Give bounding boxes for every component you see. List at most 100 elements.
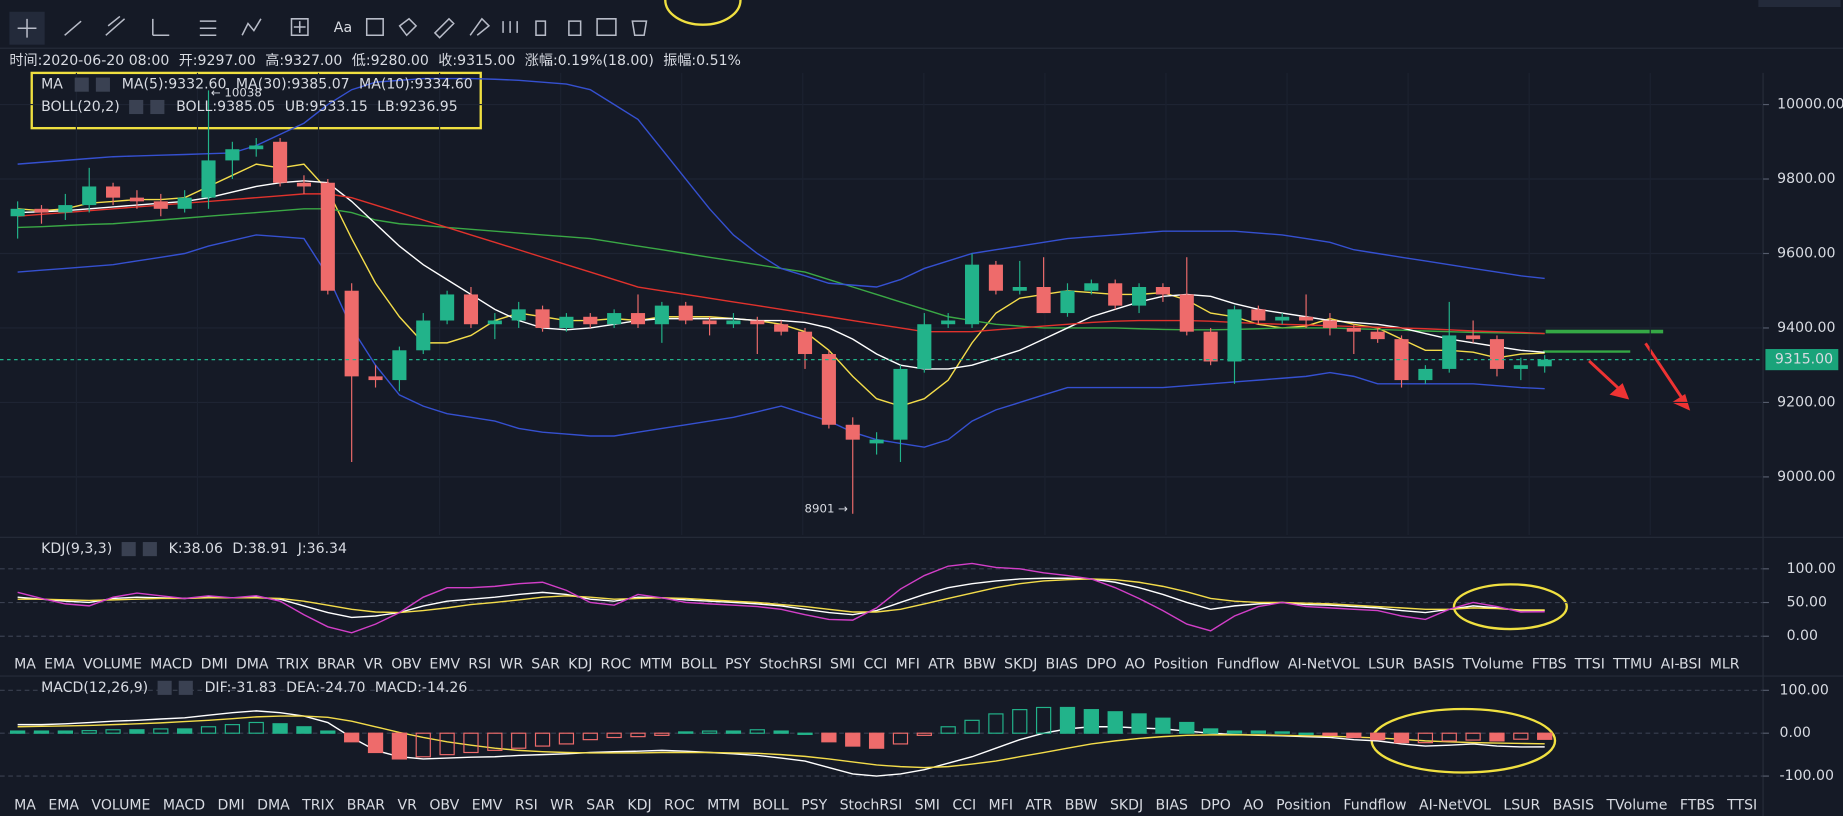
settings-icon[interactable]: [121, 542, 136, 557]
indicator-tab[interactable]: TTMU: [1612, 656, 1652, 672]
indicator-tab[interactable]: ROC: [601, 656, 632, 672]
indicator-tab[interactable]: MA: [14, 797, 36, 813]
candle-body: [678, 305, 693, 321]
indicator-tab[interactable]: StochRSI: [759, 656, 822, 672]
indicator-tab[interactable]: SMI: [915, 797, 940, 813]
candle-body: [1537, 359, 1552, 367]
close-icon[interactable]: [150, 99, 165, 115]
candle-body: [273, 141, 288, 183]
legend-entry: UB:9533.15: [285, 99, 368, 115]
indicator-tab[interactable]: EMA: [48, 797, 79, 813]
indicator-tab[interactable]: DMA: [236, 656, 269, 672]
indicator-tab[interactable]: BRAR: [317, 656, 356, 672]
macd-bar: [1155, 717, 1171, 734]
indicator-tab[interactable]: MA: [14, 656, 36, 672]
macd-bar: [558, 732, 575, 745]
indicator-tab[interactable]: TTSI: [1726, 797, 1757, 813]
indicator-tab[interactable]: SAR: [586, 797, 615, 813]
indicator-tab[interactable]: ROC: [664, 797, 695, 813]
indicator-tab[interactable]: TRIX: [276, 656, 310, 672]
indicator-tab[interactable]: ATR: [1025, 797, 1052, 813]
macd-bar: [1250, 730, 1267, 734]
indicator-tab[interactable]: MFI: [895, 656, 919, 672]
indicator-tab[interactable]: DPO: [1200, 797, 1230, 813]
close-icon[interactable]: [95, 77, 110, 92]
indicator-tab[interactable]: AO: [1243, 797, 1263, 813]
macd-bar: [797, 732, 813, 735]
close-icon[interactable]: [142, 542, 157, 557]
drawing-tools[interactable]: [64, 15, 309, 37]
indicator-tab[interactable]: MFI: [989, 797, 1013, 813]
indicator-tab[interactable]: DPO: [1086, 656, 1116, 672]
indicator-tab[interactable]: EMV: [472, 797, 503, 813]
indicator-tab[interactable]: RSI: [468, 656, 491, 672]
indicator-tab[interactable]: ATR: [928, 656, 955, 672]
indicator-tab[interactable]: BRAR: [347, 797, 386, 813]
indicator-tab[interactable]: BIAS: [1156, 797, 1188, 813]
macd-bar: [1417, 732, 1434, 744]
indicator-tab[interactable]: TTSI: [1574, 656, 1605, 672]
indicator-tab[interactable]: SKDJ: [1004, 656, 1037, 672]
indicator-tab[interactable]: BASIS: [1553, 797, 1594, 813]
indicator-tab[interactable]: StochRSI: [840, 797, 903, 813]
indicator-tab[interactable]: OBV: [429, 797, 459, 813]
indicator-tab[interactable]: TVolume: [1462, 656, 1524, 672]
tool-icons[interactable]: [365, 17, 648, 39]
indicator-tab[interactable]: CCI: [863, 656, 887, 672]
indicator-tab[interactable]: KDJ: [568, 656, 592, 672]
indicator-tab[interactable]: AI-NetVOL: [1419, 797, 1491, 813]
font-tool[interactable]: Aa: [334, 20, 352, 36]
indicator-tab[interactable]: KDJ: [627, 797, 651, 813]
indicator-tab[interactable]: BBW: [1065, 797, 1098, 813]
indicator-tab[interactable]: VR: [398, 797, 418, 813]
indicator-tab[interactable]: WR: [550, 797, 574, 813]
indicator-tab[interactable]: FTBS: [1532, 656, 1567, 672]
indicator-tab[interactable]: PSY: [725, 656, 751, 672]
indicator-tab[interactable]: AI-NetVOL: [1288, 656, 1360, 672]
label: MACD(12,26,9): [41, 680, 148, 696]
indicator-tab[interactable]: BOLL: [681, 656, 717, 672]
indicator-tab[interactable]: OBV: [391, 656, 421, 672]
indicator-tab[interactable]: BOLL: [753, 797, 789, 813]
settings-icon[interactable]: [157, 680, 172, 695]
indicator-tab[interactable]: SMI: [830, 656, 855, 672]
indicator-tab[interactable]: DMI: [218, 797, 245, 813]
indicator-tab[interactable]: MTM: [707, 797, 740, 813]
settings-icon[interactable]: [129, 99, 144, 115]
indicator-tab[interactable]: LSUR: [1503, 797, 1540, 813]
indicator-tab[interactable]: VOLUME: [83, 656, 142, 672]
settings-icon[interactable]: [74, 77, 89, 92]
indicator-tab[interactable]: FTBS: [1680, 797, 1715, 813]
indicator-tab[interactable]: BASIS: [1413, 656, 1454, 672]
indicator-tab[interactable]: CCI: [952, 797, 976, 813]
close-icon[interactable]: [178, 680, 193, 695]
indicator-tab[interactable]: AO: [1125, 656, 1145, 672]
indicator-tab[interactable]: MTM: [639, 656, 672, 672]
indicator-tab[interactable]: TVolume: [1605, 797, 1667, 813]
indicator-tab[interactable]: PSY: [801, 797, 827, 813]
indicator-tab[interactable]: VOLUME: [91, 797, 150, 813]
indicator-tab[interactable]: SAR: [531, 656, 560, 672]
indicator-tab[interactable]: TRIX: [301, 797, 335, 813]
indicator-tab[interactable]: DMA: [257, 797, 290, 813]
indicator-tab[interactable]: Position: [1153, 656, 1208, 672]
indicator-tab[interactable]: EMV: [429, 656, 460, 672]
indicator-tab[interactable]: WR: [499, 656, 523, 672]
indicator-tab[interactable]: MACD: [150, 656, 192, 672]
indicator-tab[interactable]: Position: [1276, 797, 1331, 813]
indicator-tab[interactable]: Fundflow: [1216, 656, 1279, 672]
indicator-tab[interactable]: SKDJ: [1110, 797, 1143, 813]
indicator-tab[interactable]: MACD: [163, 797, 205, 813]
indicator-tab[interactable]: BIAS: [1046, 656, 1078, 672]
indicator-tab[interactable]: BBW: [963, 656, 996, 672]
indicator-tab[interactable]: RSI: [515, 797, 538, 813]
indicator-tab[interactable]: DMI: [201, 656, 228, 672]
indicator-tab[interactable]: LSUR: [1368, 656, 1405, 672]
indicator-tab[interactable]: AI-BSI: [1661, 656, 1702, 672]
indicator-tab[interactable]: MLR: [1710, 656, 1740, 672]
crosshair-icon: [17, 18, 37, 38]
indicator-tab[interactable]: EMA: [44, 656, 75, 672]
indicator-tab[interactable]: Fundflow: [1343, 797, 1406, 813]
indicator-tab[interactable]: VR: [364, 656, 384, 672]
